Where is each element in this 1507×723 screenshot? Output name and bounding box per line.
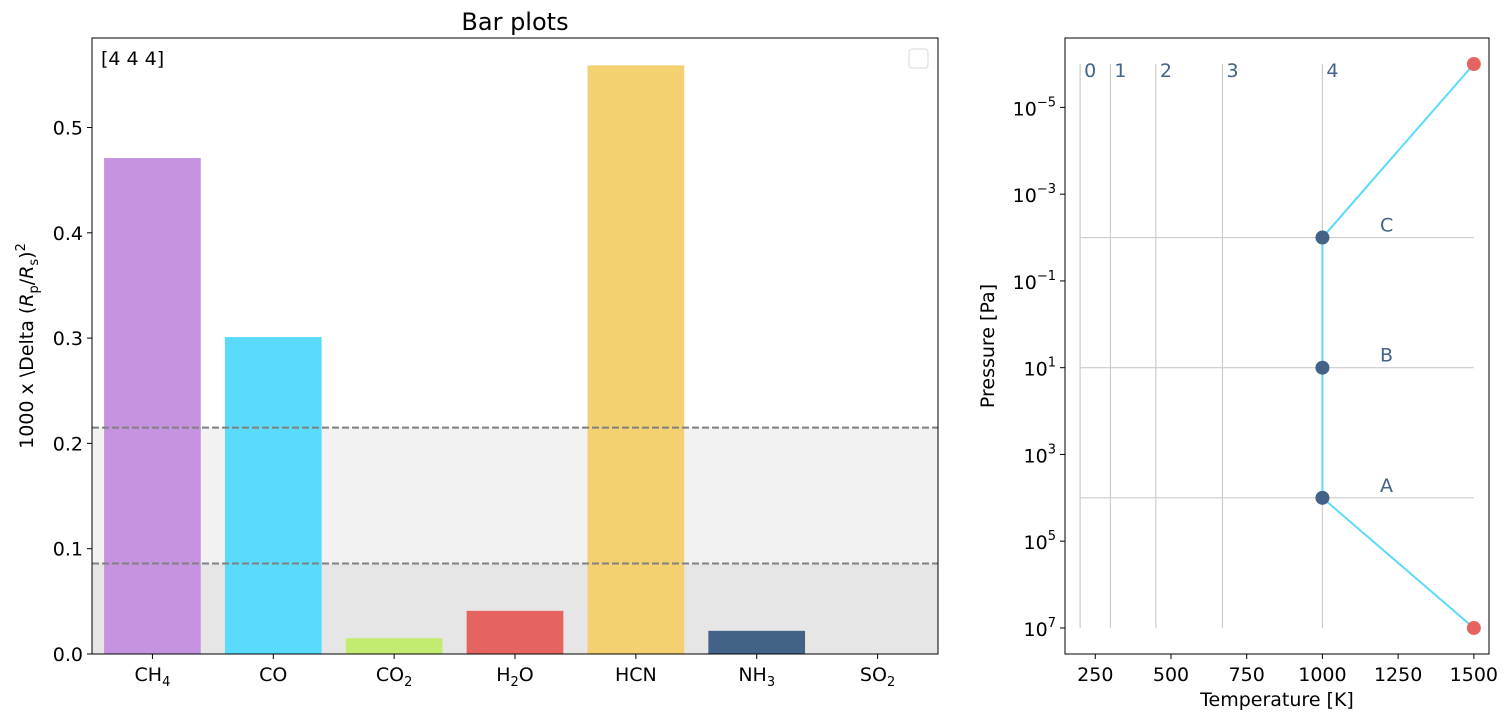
noise-band-lines <box>92 426 938 565</box>
x-tick-label: CO <box>259 664 287 686</box>
noise-band-upper <box>92 427 938 564</box>
bar-y-ticks: 0.0 0.1 0.2 0.3 0.4 0.5 <box>53 118 92 666</box>
ylabel-exponent: 2 <box>14 243 29 251</box>
bar-co <box>224 337 322 654</box>
tp-x-tick-label: 1500 <box>1450 664 1498 686</box>
tp-y-tick-label: 105 <box>1024 529 1056 554</box>
y-tick-label: 0.4 <box>53 223 83 245</box>
x-tick-label: H2O <box>496 664 534 690</box>
ylabel-text: 1000 x \Delta ( <box>16 307 38 449</box>
tp-x-tick-label: 500 <box>1153 664 1189 686</box>
bar-hcn <box>587 65 685 654</box>
legend-box <box>908 48 929 69</box>
bar-x-ticks: CH4 CO CO2 H2O HCN NH3 SO2 <box>135 654 895 690</box>
tp-y-tick-label: 10−1 <box>1013 269 1056 294</box>
x-tick-label: CO2 <box>376 664 413 690</box>
ylabel-R1: R <box>16 293 38 306</box>
profile-knot <box>1315 230 1330 245</box>
level-label-a: A <box>1380 475 1393 497</box>
temperature-profile-line <box>1321 63 1475 629</box>
temperature-label-2: 2 <box>1160 60 1172 82</box>
profile-endpoint <box>1466 57 1481 72</box>
tp-y-tick-label: 103 <box>1024 442 1056 467</box>
bar-co2 <box>345 638 443 654</box>
bar-nh3 <box>708 630 806 654</box>
ylabel-sub-s: s <box>27 259 42 266</box>
x-tick-label: CH4 <box>135 664 171 690</box>
bar-chart-title: Bar plots <box>461 8 568 36</box>
bars <box>104 65 806 655</box>
tp-y-tick-label: 10−3 <box>1013 182 1056 207</box>
level-labels: C B A 0 1 2 3 4 <box>1084 60 1393 497</box>
x-tick-label: SO2 <box>860 664 895 690</box>
bar-chart: 0.00.10.20.30.40.5 CH4 CO CO2 H2O HCN NH3 SO2 … <box>14 8 939 690</box>
temperature-label-3: 3 <box>1226 60 1238 82</box>
bar-ch4 <box>104 158 201 655</box>
tp-y-tick-label: 10−5 <box>1013 95 1056 120</box>
y-tick-label: 0.5 <box>53 118 83 140</box>
tp-y-tick-label: 101 <box>1024 356 1056 381</box>
tp-x-axis-label: Temperature [K] <box>1199 689 1354 711</box>
tp-y-ticks: 10−5 10−3 10−1 101 103 105 107 <box>1013 95 1065 641</box>
tp-chart-frame <box>1064 37 1490 655</box>
tp-x-tick-label: 1000 <box>1298 664 1346 686</box>
y-tick-label: 0.2 <box>53 433 83 455</box>
y-tick-label: 0.0 <box>53 644 83 666</box>
svg-text:1000 x \Delta (Rp/Rs)2: 1000 x \Delta (Rp/Rs)2 <box>14 243 42 449</box>
level-guides <box>1079 64 1474 628</box>
tp-x-tick-label: 750 <box>1229 664 1265 686</box>
profile-points <box>1315 57 1481 635</box>
y-tick-label: 0.3 <box>53 328 83 350</box>
bar-y-axis-label: 1000 x \Delta (Rp/Rs)2 <box>14 243 42 449</box>
corner-label: [4 4 4] <box>101 48 164 70</box>
level-label-b: B <box>1380 345 1393 367</box>
ylabel-R2: R <box>16 266 38 279</box>
bar-h2o <box>466 610 564 654</box>
tp-x-ticks: 250 500 750 1000 1250 1500 <box>1077 654 1498 686</box>
profile-knot <box>1315 490 1330 505</box>
tp-y-axis-label: Pressure [Pa] <box>977 284 999 408</box>
tp-y-tick-label: 107 <box>1024 616 1056 641</box>
level-label-c: C <box>1380 215 1393 237</box>
temperature-label-0: 0 <box>1084 60 1096 82</box>
x-tick-label: NH3 <box>738 664 775 690</box>
temperature-label-1: 1 <box>1114 60 1126 82</box>
tp-x-tick-label: 1250 <box>1374 664 1422 686</box>
tp-x-tick-label: 250 <box>1077 664 1113 686</box>
temperature-label-4: 4 <box>1326 60 1338 82</box>
profile-endpoint <box>1466 620 1481 635</box>
y-tick-label: 0.1 <box>53 539 83 561</box>
profile-knot <box>1315 360 1330 375</box>
ylabel-sub-p: p <box>27 285 42 293</box>
x-tick-label: HCN <box>615 664 657 686</box>
